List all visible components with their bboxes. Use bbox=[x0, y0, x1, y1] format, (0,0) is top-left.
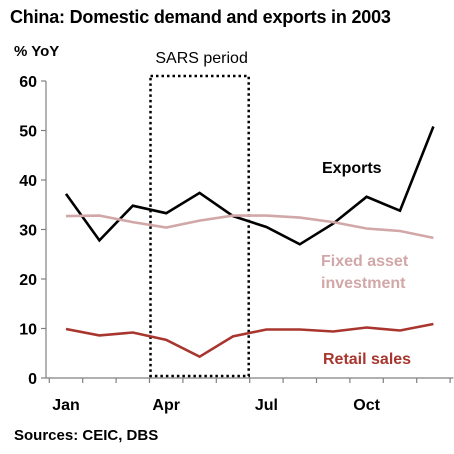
series-line-exports bbox=[64, 126, 435, 246]
series-label-retail-sales: Retail sales bbox=[323, 351, 411, 368]
chart-title: China: Domestic demand and exports in 20… bbox=[10, 7, 391, 27]
x-tick-label: Jan bbox=[52, 397, 80, 414]
sars-period-box bbox=[149, 74, 250, 378]
y-tick-label: 0 bbox=[28, 371, 37, 388]
y-tick-label: 40 bbox=[19, 173, 37, 190]
y-tick-label: 60 bbox=[19, 74, 37, 91]
series-line-retail-sales bbox=[65, 322, 434, 359]
y-tick-label: 30 bbox=[19, 223, 37, 240]
sars-period-label: SARS period bbox=[155, 50, 248, 67]
y-tick-label: 50 bbox=[19, 124, 37, 141]
y-axis-unit-label: % YoY bbox=[14, 43, 60, 60]
y-tick-label: 20 bbox=[19, 272, 37, 289]
series-label-exports: Exports bbox=[322, 160, 382, 177]
series-label-fixed-asset-investment: investment bbox=[321, 275, 406, 292]
source-note: Sources: CEIC, DBS bbox=[14, 427, 159, 444]
series-line-fixed-asset-investment bbox=[65, 214, 434, 240]
y-tick-label: 10 bbox=[19, 322, 37, 339]
x-tick-label: Jul bbox=[255, 397, 278, 414]
series-label-fixed-asset-investment: Fixed asset bbox=[321, 253, 409, 270]
x-tick-label: Oct bbox=[353, 397, 380, 414]
x-tick-label: Apr bbox=[152, 397, 180, 414]
